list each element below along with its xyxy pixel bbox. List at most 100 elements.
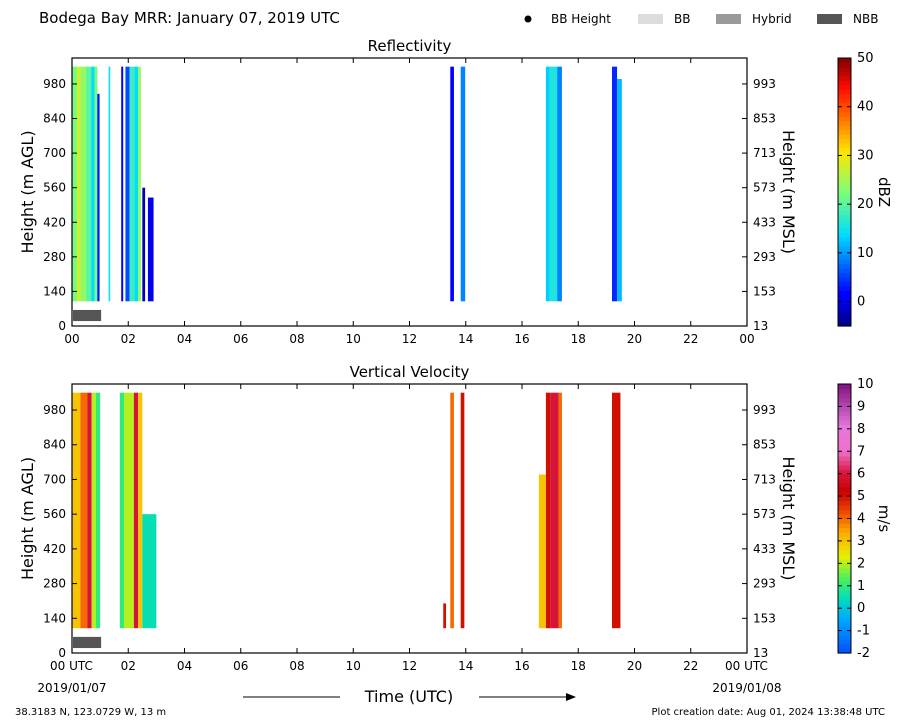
data-band [91, 392, 96, 629]
colorbar-tick-label: 3 [857, 534, 865, 549]
bb-flag-bar [73, 636, 102, 649]
x-tick-label: 08 [289, 332, 304, 346]
colorbar-segment [838, 321, 851, 327]
x-tick-label: 16 [514, 332, 529, 346]
colorbar-segment [838, 648, 851, 654]
y-tick-label-right: 573 [753, 507, 776, 521]
colorbar-segment [838, 639, 851, 645]
colorbar-segment [838, 205, 851, 211]
colorbar-segment [838, 406, 851, 412]
colorbar-segment [838, 183, 851, 189]
colorbar-segment [838, 58, 851, 64]
y-tick-label: 140 [43, 284, 66, 298]
x-tick-label: 00 UTC [725, 659, 768, 673]
colorbar-segment [838, 98, 851, 104]
data-band [133, 392, 139, 629]
y-tick-label: 980 [43, 403, 66, 417]
colorbar-segment [838, 317, 851, 323]
legend-label: Hybrid [752, 12, 792, 26]
colorbar-segment [838, 469, 851, 475]
colorbar-segment [838, 223, 851, 229]
colorbar-segment [838, 178, 851, 184]
colorbar-segment [838, 308, 851, 314]
colorbar-tick-label: -2 [857, 646, 870, 661]
colorbar-segment [838, 241, 851, 247]
colorbar-segment [838, 585, 851, 591]
colorbar-segment [838, 236, 851, 242]
data-band [134, 66, 139, 302]
colorbar-segment [838, 464, 851, 470]
y-tick-label: 420 [43, 542, 66, 556]
legend-label: BB Height [551, 12, 611, 26]
data-band [558, 392, 562, 629]
colorbar-segment [838, 250, 851, 256]
y-axis-label-right: Height (m MSL) [779, 130, 798, 254]
colorbar-segment [838, 75, 851, 81]
colorbar-segment [838, 174, 851, 180]
data-band [545, 392, 551, 629]
y-tick-label-right: 573 [753, 181, 776, 195]
colorbar-segment [838, 608, 851, 614]
colorbar-frame [837, 57, 852, 327]
y-tick-label: 700 [43, 146, 66, 160]
y-tick-label-right: 153 [753, 284, 776, 298]
y-axis-label-right: Height (m MSL) [779, 456, 798, 580]
figure-title: Bodega Bay MRR: January 07, 2019 UTC [39, 9, 340, 27]
x-tick-label: 04 [177, 332, 192, 346]
colorbar-segment [838, 138, 851, 144]
colorbar-segment [838, 384, 851, 390]
colorbar-segment [838, 491, 851, 497]
colorbar-segment [838, 254, 851, 260]
legend-swatch [817, 14, 842, 24]
colorbar-segment [838, 536, 851, 542]
colorbar-segment [838, 487, 851, 493]
colorbar-segment [838, 509, 851, 515]
y-axis-label: Height (m AGL) [18, 130, 37, 253]
y-tick-label: 700 [43, 472, 66, 486]
colorbar-segment [838, 514, 851, 520]
colorbar-segment [838, 635, 851, 641]
panel-title: Vertical Velocity [350, 363, 470, 381]
colorbar-segment [838, 563, 851, 569]
colorbar-segment [838, 576, 851, 582]
colorbar-tick-label: -1 [857, 624, 870, 639]
colorbar-tick-label: 10 [857, 377, 874, 392]
colorbar-tick-label: 0 [857, 295, 865, 310]
x-tick-label: 20 [627, 332, 642, 346]
colorbar-tick-label: 6 [857, 467, 865, 482]
data-band [545, 66, 550, 302]
x-tick-label: 10 [346, 659, 361, 673]
colorbar-segment [838, 125, 851, 131]
x-tick-label: 00 UTC [50, 659, 93, 673]
colorbar-tick-label: 40 [857, 100, 874, 115]
data-band [121, 66, 124, 302]
time-axis-label: Time (UTC) [243, 687, 576, 706]
data-band [129, 66, 135, 302]
x-date-left: 2019/01/07 [37, 681, 106, 695]
y-tick-label: 0 [58, 319, 66, 333]
y-tick-label-right: 713 [753, 146, 776, 160]
colorbar-tick-label: 4 [857, 512, 865, 527]
colorbar-segment [838, 419, 851, 425]
y-tick-label: 280 [43, 250, 66, 264]
colorbar-segment [838, 478, 851, 484]
colorbar-tick-label: 10 [857, 246, 874, 261]
x-tick-label: 06 [233, 332, 248, 346]
x-tick-label: 06 [233, 659, 248, 673]
y-tick-label-right: 293 [753, 250, 776, 264]
colorbar-segment [838, 415, 851, 421]
colorbar-segment [838, 612, 851, 618]
x-tick-label: 22 [683, 659, 698, 673]
x-tick-label: 14 [458, 659, 473, 673]
y-tick-label: 840 [43, 438, 66, 452]
colorbar-tick-label: 1 [857, 579, 865, 594]
x-tick-label: 16 [514, 659, 529, 673]
colorbar-segment [838, 111, 851, 117]
colorbar-segment [838, 84, 851, 90]
data-band [617, 78, 622, 302]
colorbar-segment [838, 272, 851, 278]
data-band [95, 392, 101, 629]
colorbar-segment [838, 558, 851, 564]
footer-creation-date: Plot creation date: Aug 01, 2024 13:38:4… [652, 707, 885, 718]
